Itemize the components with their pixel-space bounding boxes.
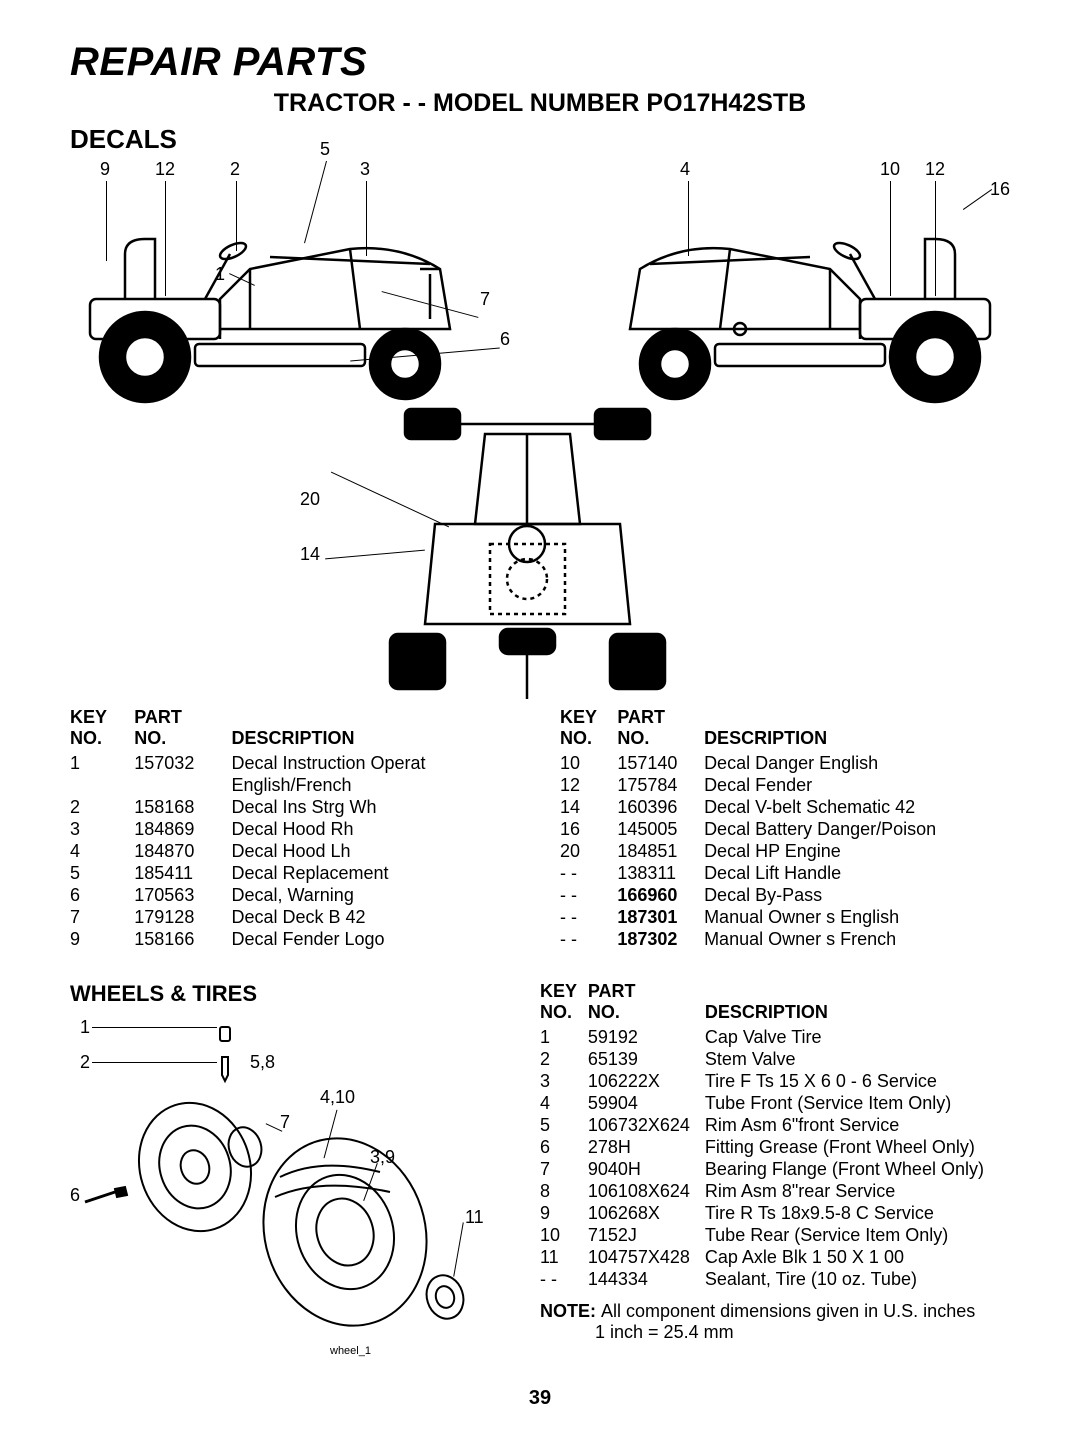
table-row: 265139Stem Valve: [540, 1049, 1010, 1071]
table-row: - -144334Sealant, Tire (10 oz. Tube): [540, 1269, 1010, 1291]
table-row: 16145005Decal Battery Danger/Poison: [560, 819, 1010, 841]
table-row: 14160396Decal V-belt Schematic 42: [560, 797, 1010, 819]
wheels-table: KEYNO. PARTNO. DESCRIPTION 159192Cap Val…: [540, 981, 1010, 1291]
callout: 5: [320, 139, 330, 160]
page-number: 39: [70, 1387, 1010, 1410]
table-row: 6278HFitting Grease (Front Wheel Only): [540, 1137, 1010, 1159]
note: NOTE: All component dimensions given in …: [540, 1301, 1010, 1343]
callout: 20: [300, 489, 320, 510]
table-row: 12175784Decal Fender: [560, 775, 1010, 797]
table-row: 79040HBearing Flange (Front Wheel Only): [540, 1159, 1010, 1181]
tractor-left-svg: [70, 179, 490, 409]
table-row: 5185411Decal Replacement: [70, 863, 520, 885]
table-row: 9158166Decal Fender Logo: [70, 929, 520, 951]
callout: 4: [680, 159, 690, 180]
callout: 10: [880, 159, 900, 180]
table-row: 7179128Decal Deck B 42: [70, 907, 520, 929]
table-row: 9106268XTire R Ts 18x9.5-8 C Service: [540, 1203, 1010, 1225]
table-row: 459904Tube Front (Service Item Only): [540, 1093, 1010, 1115]
table-row: - -166960Decal By-Pass: [560, 885, 1010, 907]
tractor-right-svg: [590, 179, 1010, 409]
table-row: - -187302Manual Owner s French: [560, 929, 1010, 951]
table-row: 5106732X624Rim Asm 6"front Service: [540, 1115, 1010, 1137]
page-title: REPAIR PARTS: [70, 40, 1010, 85]
table-row: 20184851Decal HP Engine: [560, 841, 1010, 863]
table-row: - -138311Decal Lift Handle: [560, 863, 1010, 885]
callout: 12: [925, 159, 945, 180]
callout: 6: [500, 329, 510, 350]
callout: 5,8: [250, 1052, 275, 1073]
decals-figure: 9 12 2 5 3 1 7 6 20 14 4 10 12 16: [70, 159, 1010, 699]
callout: 1: [80, 1017, 90, 1038]
callout: 6: [70, 1185, 80, 1206]
callout: 2: [230, 159, 240, 180]
wheels-figure: 1 2 5,8 4,10 7 3,9 6 11 wheel_1: [70, 1017, 490, 1357]
table-row: 11104757X428Cap Axle Blk 1 50 X 1 00: [540, 1247, 1010, 1269]
table-row: 159192Cap Valve Tire: [540, 1027, 1010, 1049]
decals-table-left: KEYNO. PARTNO. DESCRIPTION 1157032Decal …: [70, 707, 520, 951]
callout: 3,9: [370, 1147, 395, 1168]
table-row: 107152JTube Rear (Service Item Only): [540, 1225, 1010, 1247]
tractor-top-svg: [330, 404, 730, 704]
section-wheels: WHEELS & TIRES: [70, 981, 510, 1007]
decals-table-right: KEYNO. PARTNO. DESCRIPTION 10157140Decal…: [560, 707, 1010, 951]
table-row: 8106108X624Rim Asm 8"rear Service: [540, 1181, 1010, 1203]
callout: 7: [480, 289, 490, 310]
table-row: 10157140Decal Danger English: [560, 753, 1010, 775]
table-row: - -187301Manual Owner s English: [560, 907, 1010, 929]
table-row: 2158168Decal Ins Strg Wh: [70, 797, 520, 819]
table-row: 3106222XTire F Ts 15 X 6 0 - 6 Service: [540, 1071, 1010, 1093]
table-row: 6170563Decal, Warning: [70, 885, 520, 907]
callout: 14: [300, 544, 320, 565]
figure-label: wheel_1: [330, 1345, 371, 1357]
callout: 11: [465, 1207, 484, 1228]
table-row: English/French: [70, 775, 520, 797]
callout: 2: [80, 1052, 90, 1073]
callout: 9: [100, 159, 110, 180]
wheels-svg: [70, 1017, 490, 1337]
callout: 12: [155, 159, 175, 180]
table-row: 1157032Decal Instruction Operat: [70, 753, 520, 775]
callout: 4,10: [320, 1087, 355, 1108]
table-row: 4184870Decal Hood Lh: [70, 841, 520, 863]
callout: 1: [215, 264, 225, 285]
callout: 16: [990, 179, 1010, 200]
section-decals: DECALS: [70, 124, 1010, 155]
model-title: TRACTOR - - MODEL NUMBER PO17H42STB: [70, 89, 1010, 118]
callout: 3: [360, 159, 370, 180]
table-row: 3184869Decal Hood Rh: [70, 819, 520, 841]
